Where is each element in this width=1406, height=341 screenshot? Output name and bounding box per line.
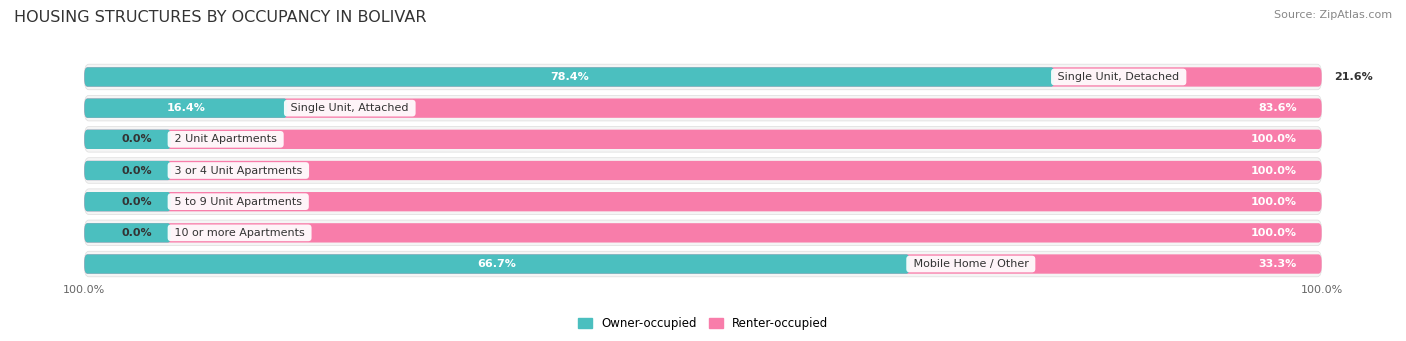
FancyBboxPatch shape (84, 99, 287, 118)
FancyBboxPatch shape (84, 223, 172, 242)
FancyBboxPatch shape (84, 254, 910, 274)
Text: 3 or 4 Unit Apartments: 3 or 4 Unit Apartments (172, 165, 305, 176)
FancyBboxPatch shape (84, 158, 1322, 183)
Text: Source: ZipAtlas.com: Source: ZipAtlas.com (1274, 10, 1392, 20)
Text: 16.4%: 16.4% (166, 103, 205, 113)
Text: 100.0%: 100.0% (1251, 165, 1296, 176)
Text: 78.4%: 78.4% (550, 72, 589, 82)
Text: 33.3%: 33.3% (1258, 259, 1296, 269)
FancyBboxPatch shape (84, 64, 1322, 90)
FancyBboxPatch shape (84, 127, 1322, 152)
FancyBboxPatch shape (84, 192, 172, 211)
FancyBboxPatch shape (84, 189, 1322, 214)
Text: 100.0%: 100.0% (1251, 197, 1296, 207)
FancyBboxPatch shape (84, 130, 172, 149)
FancyBboxPatch shape (84, 192, 1322, 211)
FancyBboxPatch shape (84, 161, 172, 180)
Text: 83.6%: 83.6% (1258, 103, 1296, 113)
Legend: Owner-occupied, Renter-occupied: Owner-occupied, Renter-occupied (572, 312, 834, 335)
FancyBboxPatch shape (84, 67, 1054, 87)
Text: Mobile Home / Other: Mobile Home / Other (910, 259, 1032, 269)
Text: 21.6%: 21.6% (1334, 72, 1372, 82)
Text: 0.0%: 0.0% (122, 134, 152, 144)
Text: 10 or more Apartments: 10 or more Apartments (172, 228, 308, 238)
FancyBboxPatch shape (84, 251, 1322, 277)
Text: 2 Unit Apartments: 2 Unit Apartments (172, 134, 280, 144)
Text: 100.0%: 100.0% (1251, 134, 1296, 144)
FancyBboxPatch shape (84, 220, 1322, 246)
FancyBboxPatch shape (84, 130, 1322, 149)
FancyBboxPatch shape (84, 95, 1322, 121)
Text: 0.0%: 0.0% (122, 165, 152, 176)
Text: HOUSING STRUCTURES BY OCCUPANCY IN BOLIVAR: HOUSING STRUCTURES BY OCCUPANCY IN BOLIV… (14, 10, 426, 25)
Text: 0.0%: 0.0% (122, 228, 152, 238)
Text: 0.0%: 0.0% (122, 197, 152, 207)
Text: Single Unit, Attached: Single Unit, Attached (287, 103, 412, 113)
FancyBboxPatch shape (84, 67, 1322, 87)
Text: 100.0%: 100.0% (1251, 228, 1296, 238)
FancyBboxPatch shape (84, 223, 1322, 242)
FancyBboxPatch shape (84, 254, 1322, 274)
Text: 5 to 9 Unit Apartments: 5 to 9 Unit Apartments (172, 197, 305, 207)
Text: Single Unit, Detached: Single Unit, Detached (1054, 72, 1182, 82)
FancyBboxPatch shape (84, 99, 1322, 118)
Text: 66.7%: 66.7% (478, 259, 516, 269)
FancyBboxPatch shape (84, 161, 1322, 180)
